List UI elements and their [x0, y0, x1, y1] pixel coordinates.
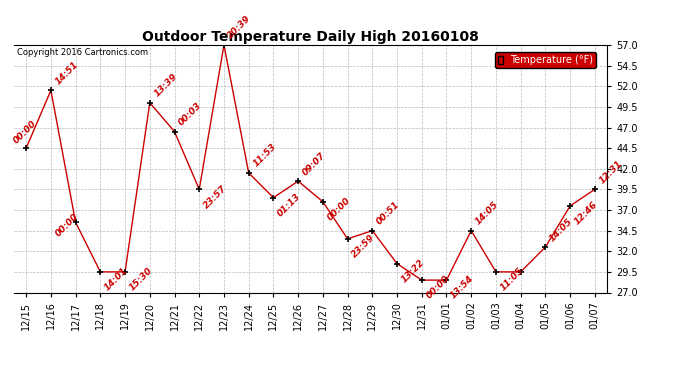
Title: Outdoor Temperature Daily High 20160108: Outdoor Temperature Daily High 20160108: [142, 30, 479, 44]
Text: 00:00: 00:00: [11, 119, 38, 146]
Text: 14:05: 14:05: [474, 200, 500, 226]
Text: 00:00: 00:00: [424, 274, 451, 301]
Text: 00:03: 00:03: [177, 101, 204, 128]
Text: 11:05: 11:05: [498, 266, 525, 292]
Text: 12:31: 12:31: [598, 159, 624, 185]
Text: 13:39: 13:39: [152, 72, 179, 99]
Text: Copyright 2016 Cartronics.com: Copyright 2016 Cartronics.com: [17, 48, 148, 57]
Text: 15:30: 15:30: [128, 266, 154, 292]
Text: 14:05: 14:05: [548, 216, 575, 243]
Text: 12:46: 12:46: [573, 200, 599, 226]
Text: 13:22: 13:22: [400, 258, 426, 284]
Text: 11:53: 11:53: [251, 142, 278, 169]
Text: 23:59: 23:59: [350, 233, 377, 260]
Text: 20:39: 20:39: [226, 14, 253, 41]
Legend: Temperature (°F): Temperature (°F): [495, 53, 596, 68]
Text: 01:13: 01:13: [276, 192, 302, 218]
Text: 00:00: 00:00: [326, 196, 352, 222]
Text: 09:07: 09:07: [301, 150, 327, 177]
Text: 23:57: 23:57: [201, 183, 228, 210]
Text: 00:00: 00:00: [53, 212, 80, 239]
Text: 14:51: 14:51: [53, 60, 80, 86]
Text: 00:51: 00:51: [375, 200, 402, 226]
Text: 13:54: 13:54: [449, 274, 475, 301]
Text: 14:01: 14:01: [103, 266, 130, 292]
